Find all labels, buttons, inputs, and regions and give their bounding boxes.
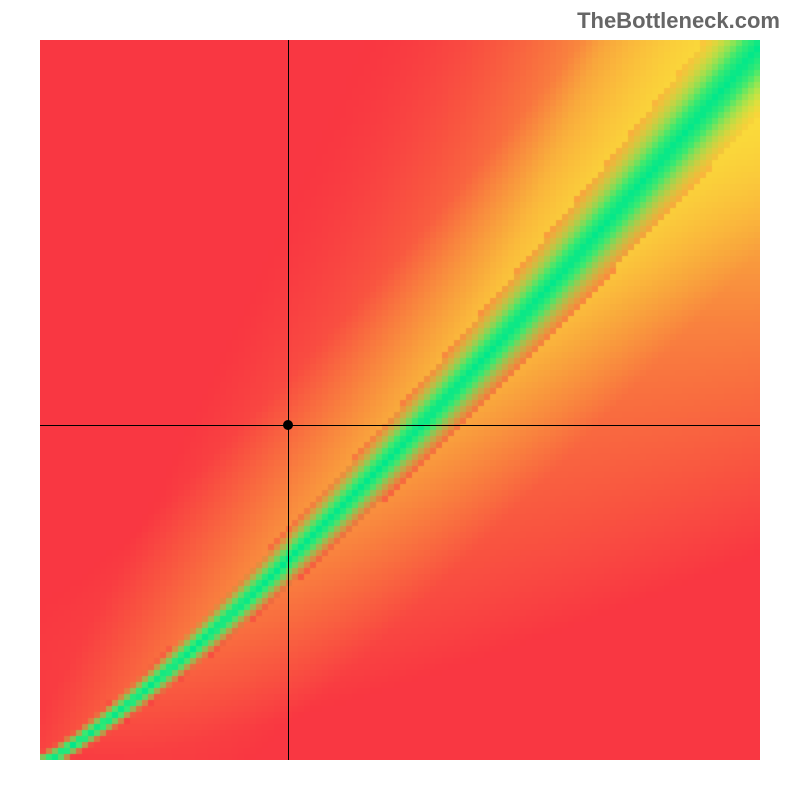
heatmap-container [40, 40, 760, 760]
chart-frame [40, 40, 760, 760]
watermark-text: TheBottleneck.com [577, 8, 780, 34]
marker-dot [283, 420, 293, 430]
heatmap-canvas [40, 40, 760, 760]
crosshair-horizontal [40, 425, 760, 426]
crosshair-vertical [288, 40, 289, 760]
